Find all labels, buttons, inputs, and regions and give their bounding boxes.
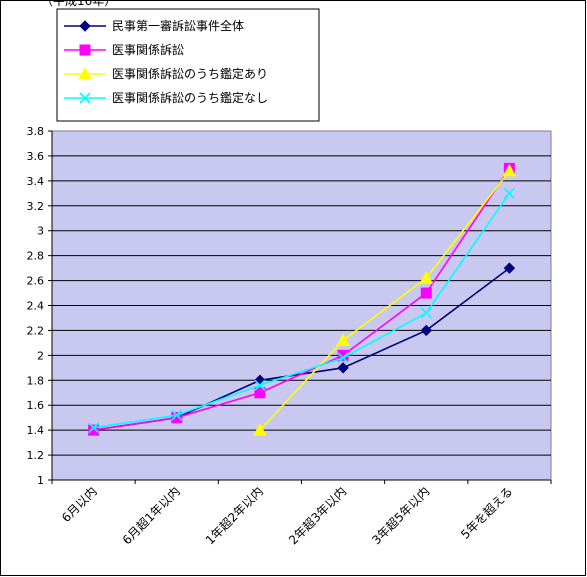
y-tick-label: 3 (37, 225, 44, 238)
x-tick-label: 6月以内 (59, 484, 100, 525)
y-tick-label: 2 (37, 349, 44, 362)
y-tick-label: 1.6 (27, 399, 45, 412)
x-tick-label: 3年超5年以内 (369, 484, 433, 548)
y-tick-label: 1.8 (27, 374, 45, 387)
legend-marker (80, 45, 90, 55)
legend-label: 民事第一審訴訟事件全体 (112, 18, 244, 33)
y-tick-label: 3.8 (27, 125, 45, 138)
legend-label: 医事関係訴訟のうち鑑定なし (112, 90, 268, 105)
data-point (421, 288, 431, 298)
x-tick-label: 1年超2年以内 (202, 484, 266, 548)
y-tick-label: 2.2 (27, 324, 45, 337)
legend: 民事第一審訴訟事件全体医事関係訴訟医事関係訴訟のうち鑑定あり医事関係訴訟のうち鑑… (57, 9, 319, 121)
y-tick-label: 1.2 (27, 449, 45, 462)
legend-label: 医事関係訴訟 (112, 42, 184, 57)
x-tick-label: 2年超3年以内 (285, 484, 349, 548)
y-tick-label: 3.4 (27, 175, 45, 188)
legend-label: 医事関係訴訟のうち鑑定あり (112, 66, 268, 81)
x-tick-label: 5年を超える (457, 484, 515, 542)
y-tick-label: 3.2 (27, 200, 45, 213)
y-tick-label: 2.4 (27, 300, 45, 313)
y-tick-label: 3.6 (27, 150, 45, 163)
x-tick-label: 6月超1年以内 (119, 484, 183, 548)
y-tick-label: 2.8 (27, 250, 45, 263)
y-tick-label: 1.4 (27, 424, 45, 437)
y-tick-label: 1 (37, 474, 44, 487)
y-tick-label: 2.6 (27, 275, 45, 288)
